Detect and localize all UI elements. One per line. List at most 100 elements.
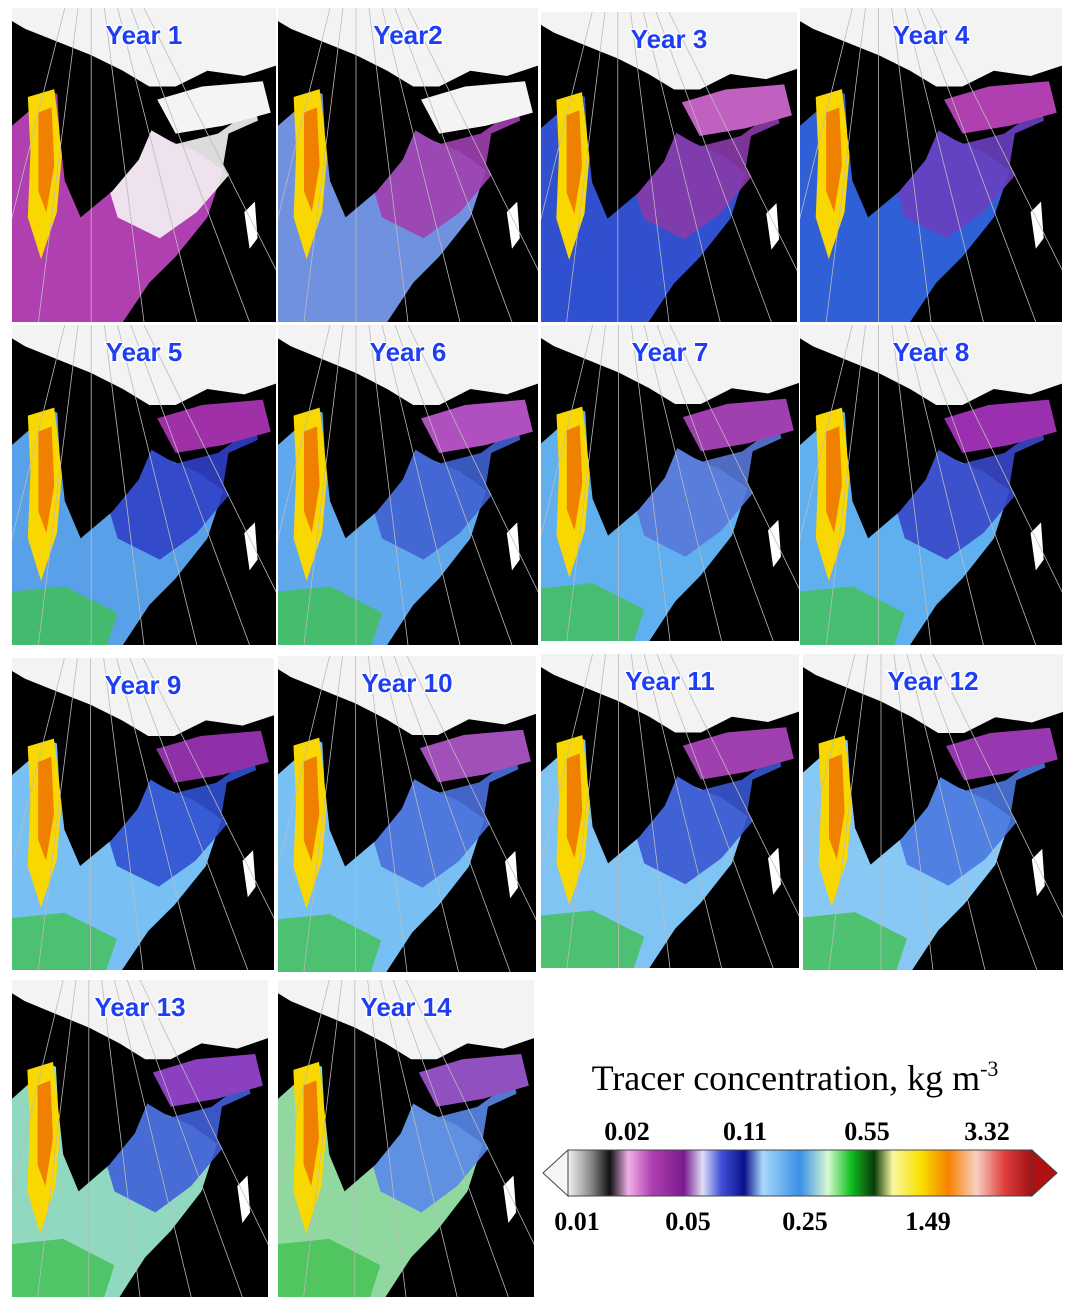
meridian	[392, 980, 509, 1297]
meridian	[12, 8, 66, 219]
arctic-ice	[800, 8, 1062, 87]
meridian	[116, 658, 196, 970]
meridian	[129, 658, 249, 970]
title-superscript: -3	[980, 1056, 998, 1081]
meridian	[904, 8, 984, 322]
meridian	[12, 980, 64, 1193]
meridian	[368, 325, 409, 645]
arctic-ice	[278, 8, 538, 87]
coast-core	[304, 426, 320, 533]
arctic-ice	[541, 12, 797, 90]
map-panel	[541, 654, 799, 968]
meridian	[380, 980, 458, 1297]
meridian	[130, 8, 250, 322]
coast-core	[826, 426, 842, 533]
tracer-north	[421, 81, 533, 134]
colorbar: Tracer concentration, kg m-3	[542, 1056, 1058, 1198]
panel-label: Year 3	[631, 24, 708, 54]
greenland	[584, 68, 680, 219]
meridian	[278, 656, 330, 869]
meridian	[656, 325, 774, 641]
meridian	[669, 325, 799, 590]
meridian	[38, 325, 79, 645]
tracer-north	[682, 727, 794, 780]
map-panel	[12, 8, 276, 322]
meridian	[394, 8, 513, 322]
colorbar-tick-label: 0.11	[723, 1117, 767, 1146]
map-panel	[12, 980, 268, 1297]
meridian	[541, 654, 593, 865]
meridian	[278, 325, 331, 540]
colorbar-tick-label: 0.55	[844, 1117, 890, 1146]
coast-core	[303, 756, 320, 862]
meridian	[303, 980, 343, 1297]
map-panel	[541, 325, 799, 641]
panel-label: Year 10	[361, 668, 452, 698]
arctic-ice	[541, 325, 799, 404]
meridian	[800, 8, 853, 219]
greenland	[322, 383, 419, 539]
meridian	[381, 325, 461, 645]
arctic-ice	[278, 980, 534, 1060]
meridian	[630, 325, 671, 641]
colorbar-tick-label: 0.05	[665, 1207, 711, 1236]
meridian	[668, 12, 797, 272]
meridian	[566, 12, 606, 322]
coast-core	[38, 426, 55, 533]
tracer-north	[944, 399, 1057, 453]
meridian	[278, 8, 331, 219]
arctic-ice	[541, 654, 799, 733]
tracer-north	[681, 84, 792, 136]
greenland	[56, 383, 155, 539]
meridian	[643, 12, 721, 322]
meridian	[405, 980, 534, 1246]
meridian	[104, 8, 145, 322]
meridian	[126, 980, 243, 1297]
meridian	[541, 325, 593, 538]
meridian	[643, 325, 722, 641]
meridian	[367, 980, 407, 1297]
greenland	[584, 711, 681, 864]
meridian	[380, 656, 459, 972]
meridian	[541, 12, 593, 221]
map-panel	[278, 325, 538, 645]
coast-core	[566, 110, 582, 214]
meridian	[917, 8, 1037, 322]
panel-label: Year 11	[625, 666, 715, 696]
meridian	[407, 8, 538, 271]
meridian	[278, 980, 330, 1193]
map-panel	[278, 8, 538, 322]
meridian	[932, 654, 1063, 919]
panel-label: Year 13	[94, 992, 185, 1022]
panel-label: Year 12	[887, 666, 978, 696]
greenland	[844, 65, 942, 218]
meridian	[117, 325, 198, 645]
tracer-north	[152, 1053, 263, 1107]
meridian	[919, 654, 1038, 970]
tracer-north	[157, 399, 271, 453]
colorbar-tick-label: 0.02	[604, 1117, 650, 1146]
meridian	[906, 654, 986, 970]
meridian	[800, 325, 853, 540]
meridian	[303, 656, 343, 972]
arctic-ice	[278, 656, 536, 735]
meridian	[139, 980, 268, 1246]
meridian	[656, 654, 774, 968]
meridian	[37, 980, 77, 1297]
meridian	[828, 654, 869, 970]
meridian	[367, 656, 408, 972]
coast-core	[829, 754, 845, 860]
meridian	[393, 656, 511, 972]
greenland	[56, 715, 154, 866]
colorbar-tick-label: 1.49	[905, 1207, 951, 1236]
colorbar-title: Tracer concentration, kg m-3	[592, 1056, 999, 1098]
greenland	[55, 1038, 151, 1192]
meridian	[142, 658, 274, 919]
meridian	[38, 8, 79, 322]
meridian	[930, 325, 1062, 593]
meridian	[630, 654, 671, 968]
tracer-north	[156, 730, 269, 783]
meridian	[381, 8, 461, 322]
